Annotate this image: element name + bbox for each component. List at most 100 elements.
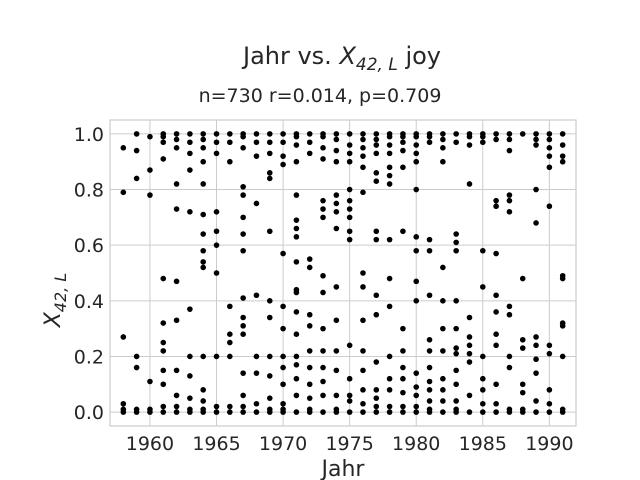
data-point [426, 387, 433, 393]
data-point [253, 292, 260, 299]
chart-title-suffix: joy [398, 42, 441, 70]
data-point [187, 167, 193, 173]
data-point [386, 275, 393, 282]
data-point [466, 133, 473, 140]
data-point [227, 158, 233, 165]
data-point [546, 350, 553, 357]
data-point [266, 131, 273, 137]
data-point [320, 206, 326, 212]
x-tick-label: 1980 [392, 433, 440, 455]
data-point [559, 275, 566, 282]
data-point [306, 348, 313, 354]
data-point [440, 387, 446, 393]
data-point [200, 398, 206, 404]
data-point [266, 139, 273, 146]
data-point [293, 158, 300, 165]
data-point [200, 387, 206, 393]
data-point [200, 409, 206, 415]
data-point [386, 142, 393, 148]
data-point [453, 131, 459, 137]
data-point [360, 387, 366, 393]
y-tick-label: 0.0 [74, 402, 104, 424]
data-point [360, 145, 366, 151]
data-point [333, 284, 340, 290]
data-point [413, 133, 420, 140]
data-point [133, 131, 140, 137]
data-point [280, 303, 286, 310]
data-point [173, 317, 180, 324]
data-point [533, 342, 539, 349]
data-point [240, 183, 246, 190]
data-point [320, 409, 326, 415]
y-tick-label: 0.6 [74, 235, 104, 257]
data-point [280, 364, 286, 371]
data-point [400, 389, 406, 396]
data-point [173, 206, 180, 212]
data-point [306, 264, 313, 271]
data-point [400, 364, 406, 371]
data-point [333, 147, 340, 154]
data-point [493, 292, 499, 299]
data-point [306, 395, 313, 401]
data-point [493, 203, 499, 210]
data-point [147, 378, 153, 385]
data-point [160, 156, 167, 162]
data-point [519, 336, 526, 343]
data-point [440, 348, 446, 354]
chart-title-prefix: Jahr vs. [241, 42, 339, 70]
data-point [187, 306, 193, 312]
data-point [413, 234, 420, 240]
data-point [466, 181, 473, 187]
data-point [400, 325, 406, 332]
data-point [280, 161, 286, 168]
data-point [440, 409, 446, 415]
data-point [306, 323, 313, 329]
data-point [173, 367, 180, 374]
data-point [147, 192, 153, 198]
data-point [426, 336, 433, 343]
data-point [346, 392, 353, 399]
data-point [426, 133, 433, 140]
data-point [466, 334, 473, 340]
data-point [426, 139, 433, 146]
data-point [453, 139, 459, 146]
data-point [519, 389, 526, 396]
data-point [187, 139, 193, 146]
data-point [559, 409, 566, 415]
data-point [160, 381, 167, 388]
data-point [133, 364, 140, 371]
y-axis-label-var: X [41, 311, 66, 328]
data-point [440, 136, 446, 143]
data-point [120, 409, 127, 415]
data-point [200, 211, 206, 218]
data-point [240, 331, 246, 338]
data-point [346, 197, 353, 204]
data-point [160, 409, 167, 415]
data-point [200, 247, 206, 254]
data-point [426, 398, 433, 404]
data-point [546, 203, 553, 210]
data-point [213, 242, 220, 248]
data-point [360, 136, 366, 143]
data-point [519, 409, 526, 415]
data-point [266, 170, 273, 176]
data-point [306, 311, 313, 318]
data-point [320, 348, 326, 354]
data-point [173, 403, 180, 410]
data-point [306, 409, 313, 415]
data-point [333, 158, 340, 165]
data-point [266, 150, 273, 157]
data-point [400, 348, 406, 354]
data-point [266, 373, 273, 379]
data-point [213, 131, 220, 137]
data-point [506, 409, 513, 415]
data-point [386, 387, 393, 393]
data-point [200, 353, 206, 360]
data-point [187, 150, 193, 157]
data-point [240, 403, 246, 410]
data-point [546, 387, 553, 393]
data-point [373, 236, 380, 243]
data-point [519, 275, 526, 282]
x-tick-label: 1975 [325, 433, 373, 455]
data-point [533, 136, 539, 143]
